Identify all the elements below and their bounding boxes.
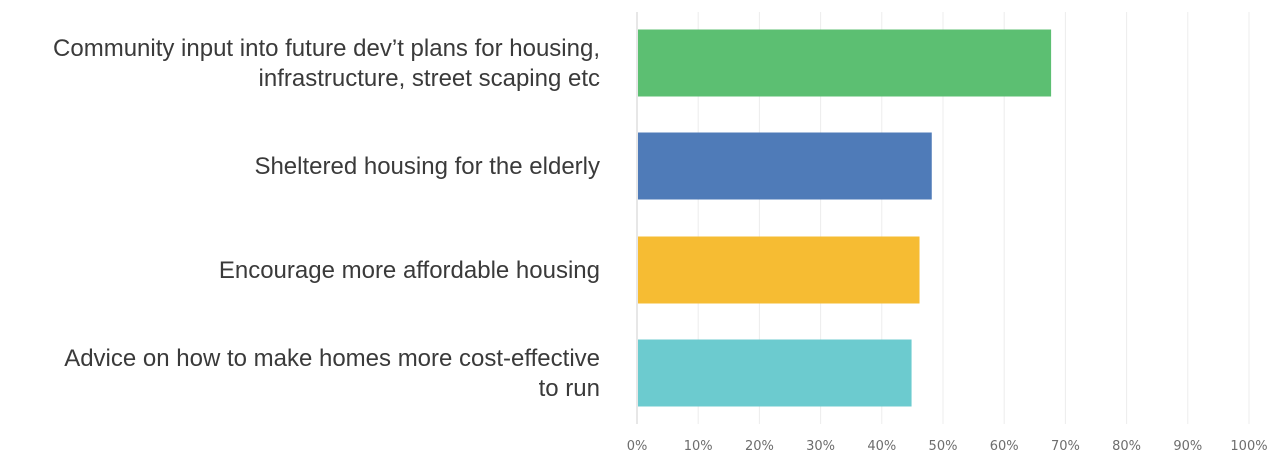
category-label: Advice on how to make homes more cost-ef…	[64, 345, 600, 372]
category-label: Sheltered housing for the elderly	[254, 153, 600, 180]
category-label: infrastructure, street scaping etc	[259, 65, 600, 92]
x-tick-label: 70%	[1051, 439, 1080, 454]
x-tick-label: 20%	[745, 439, 774, 454]
category-label: Encourage more affordable housing	[219, 257, 600, 284]
bar	[638, 236, 920, 304]
x-tick-label: 10%	[684, 439, 713, 454]
x-tick-label: 30%	[806, 439, 835, 454]
category-label: to run	[539, 375, 600, 402]
x-tick-label: 40%	[867, 439, 896, 454]
x-tick-label: 0%	[627, 439, 648, 454]
x-tick-label: 80%	[1112, 439, 1141, 454]
x-tick-label: 100%	[1230, 439, 1267, 454]
x-tick-label: 50%	[929, 439, 958, 454]
x-tick-label: 60%	[990, 439, 1019, 454]
x-tick-label: 90%	[1173, 439, 1202, 454]
bar	[638, 29, 1052, 97]
category-label: Community input into future dev’t plans …	[53, 35, 600, 62]
bar	[638, 132, 932, 200]
bar	[638, 339, 912, 407]
